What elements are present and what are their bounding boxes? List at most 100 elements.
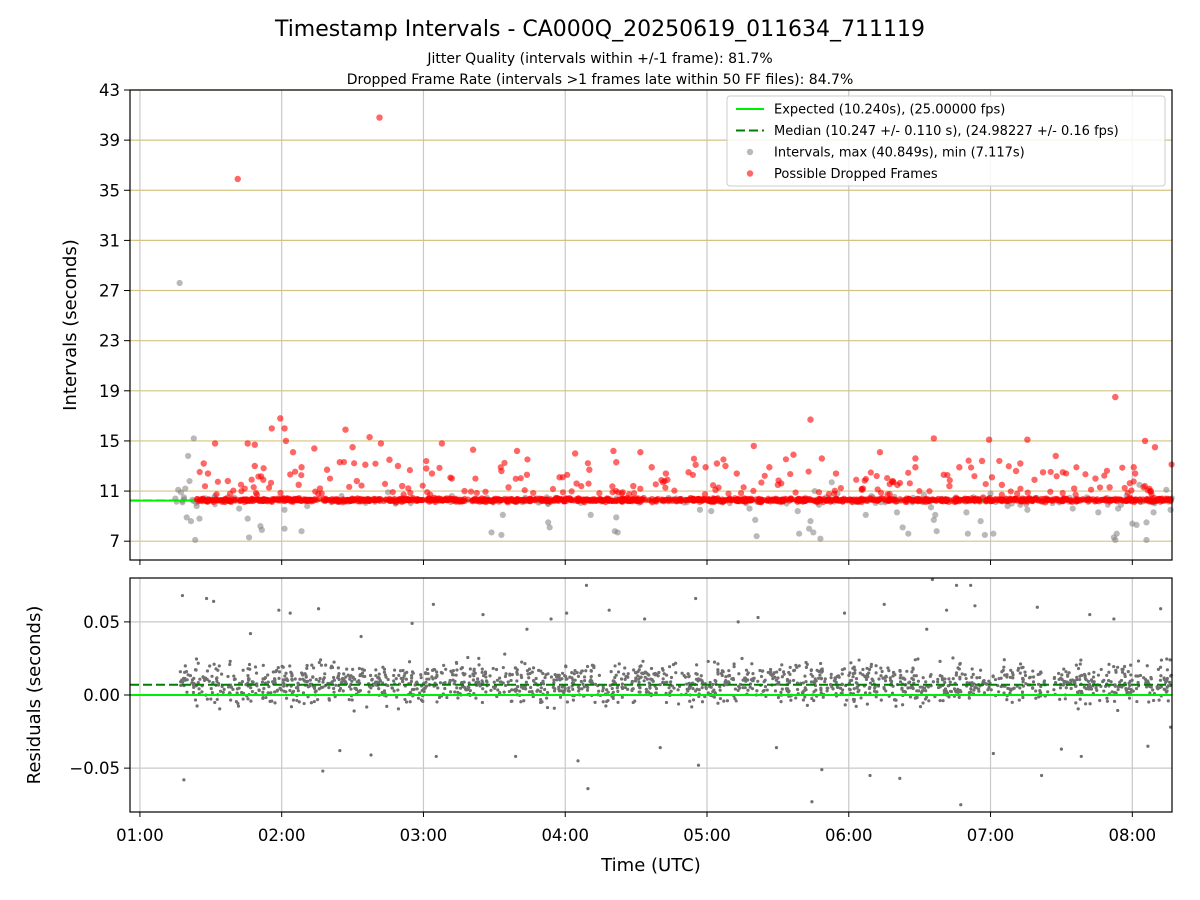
residual-point — [403, 697, 407, 702]
residual-point — [863, 675, 867, 679]
residual-point — [360, 667, 364, 671]
residual-point — [365, 705, 369, 709]
residual-point — [515, 679, 519, 683]
residual-point — [501, 665, 505, 670]
dropped-frame-point — [323, 466, 331, 473]
dropped-frame-point — [794, 498, 801, 505]
interval-point — [175, 486, 182, 493]
residual-point — [1109, 680, 1113, 684]
interval-point — [1133, 521, 1140, 529]
residual-point — [851, 672, 855, 676]
residual-point — [951, 677, 955, 681]
residual-point — [215, 679, 219, 683]
dropped-frame-point — [999, 496, 1006, 503]
residual-point — [644, 687, 648, 691]
residual-point — [614, 673, 618, 677]
residual-point — [829, 672, 833, 676]
residual-point — [1135, 699, 1139, 704]
residual-point — [264, 695, 268, 700]
dropped-frame-point — [250, 484, 257, 491]
residual-point — [1078, 697, 1082, 701]
dropped-frame-point — [725, 490, 732, 497]
residual-point — [727, 674, 731, 678]
dropped-frame-point — [733, 470, 740, 477]
x-axis-label: Time (UTC) — [600, 855, 701, 876]
residual-point — [448, 690, 453, 694]
dropped-frame-point — [371, 495, 379, 503]
residual-point — [795, 687, 800, 692]
dropped-frame-point — [532, 497, 539, 504]
residual-point — [463, 672, 467, 676]
dropped-frame-point — [578, 483, 585, 490]
residual-point — [480, 679, 484, 683]
interval-point — [1143, 536, 1150, 544]
residuals-y-tick-label: −0.05 — [69, 759, 120, 778]
residual-point — [991, 751, 995, 756]
dropped-frame-point — [316, 485, 324, 492]
dropped-frame-point — [722, 462, 729, 470]
dropped-frame-point — [985, 436, 993, 443]
residual-point — [780, 675, 784, 679]
residual-point — [375, 680, 379, 684]
residual-point — [888, 676, 892, 680]
residual-point — [776, 695, 781, 700]
residual-point — [193, 668, 198, 672]
residual-point — [254, 671, 259, 675]
residual-point — [583, 678, 587, 683]
residual-point — [1124, 686, 1128, 691]
dropped-frame-point — [260, 476, 267, 483]
residual-point — [236, 701, 240, 706]
residual-point — [914, 674, 918, 678]
interval-point — [932, 511, 939, 518]
residual-point — [936, 686, 941, 690]
residual-point — [865, 666, 869, 670]
residual-point — [444, 667, 448, 671]
residual-point — [415, 687, 419, 691]
residual-point — [575, 671, 579, 675]
residual-point — [865, 702, 869, 706]
residual-point — [637, 680, 641, 684]
intervals-y-tick-label: 7 — [110, 532, 121, 551]
residual-point — [817, 669, 821, 674]
residual-point — [857, 658, 861, 662]
residual-point — [843, 703, 847, 707]
dropped-frame-point — [281, 425, 288, 432]
dropped-frame-point — [517, 475, 524, 482]
residual-point — [656, 674, 660, 678]
residual-point — [693, 689, 698, 693]
residual-point — [985, 682, 989, 686]
interval-point — [1069, 505, 1076, 512]
residual-point — [789, 698, 793, 702]
residual-point — [834, 680, 838, 684]
dropped-frame-point — [912, 455, 919, 462]
residual-point — [576, 674, 581, 678]
residual-point — [958, 661, 962, 666]
residual-point — [1147, 700, 1151, 704]
residual-point — [718, 696, 723, 701]
interval-point — [545, 519, 552, 526]
residual-point — [854, 677, 859, 681]
dropped-frame-point — [277, 489, 284, 496]
residual-point — [1156, 667, 1161, 671]
residual-point — [664, 700, 669, 705]
chart-subtitle-jitter: Jitter Quality (intervals within +/-1 fr… — [426, 51, 772, 67]
residual-point — [682, 674, 686, 678]
residual-point — [586, 787, 590, 791]
legend-entry-expected: Expected (10.240s), (25.00000 fps) — [774, 103, 1005, 118]
dropped-frame-point — [988, 474, 996, 481]
residual-point — [198, 677, 202, 681]
residual-point — [619, 677, 624, 681]
residual-point — [349, 687, 353, 691]
residual-point — [523, 662, 527, 666]
residual-point — [275, 668, 279, 672]
residual-point — [228, 691, 232, 695]
residual-point — [1030, 686, 1035, 690]
dropped-frame-point — [992, 496, 999, 503]
interval-point — [546, 524, 553, 531]
dropped-frame-point — [530, 489, 537, 497]
dropped-frame-point — [903, 495, 910, 502]
dropped-frame-point — [282, 437, 290, 445]
dropped-frame-point — [362, 461, 369, 468]
dropped-frame-point — [226, 490, 234, 497]
residual-point — [507, 689, 511, 694]
